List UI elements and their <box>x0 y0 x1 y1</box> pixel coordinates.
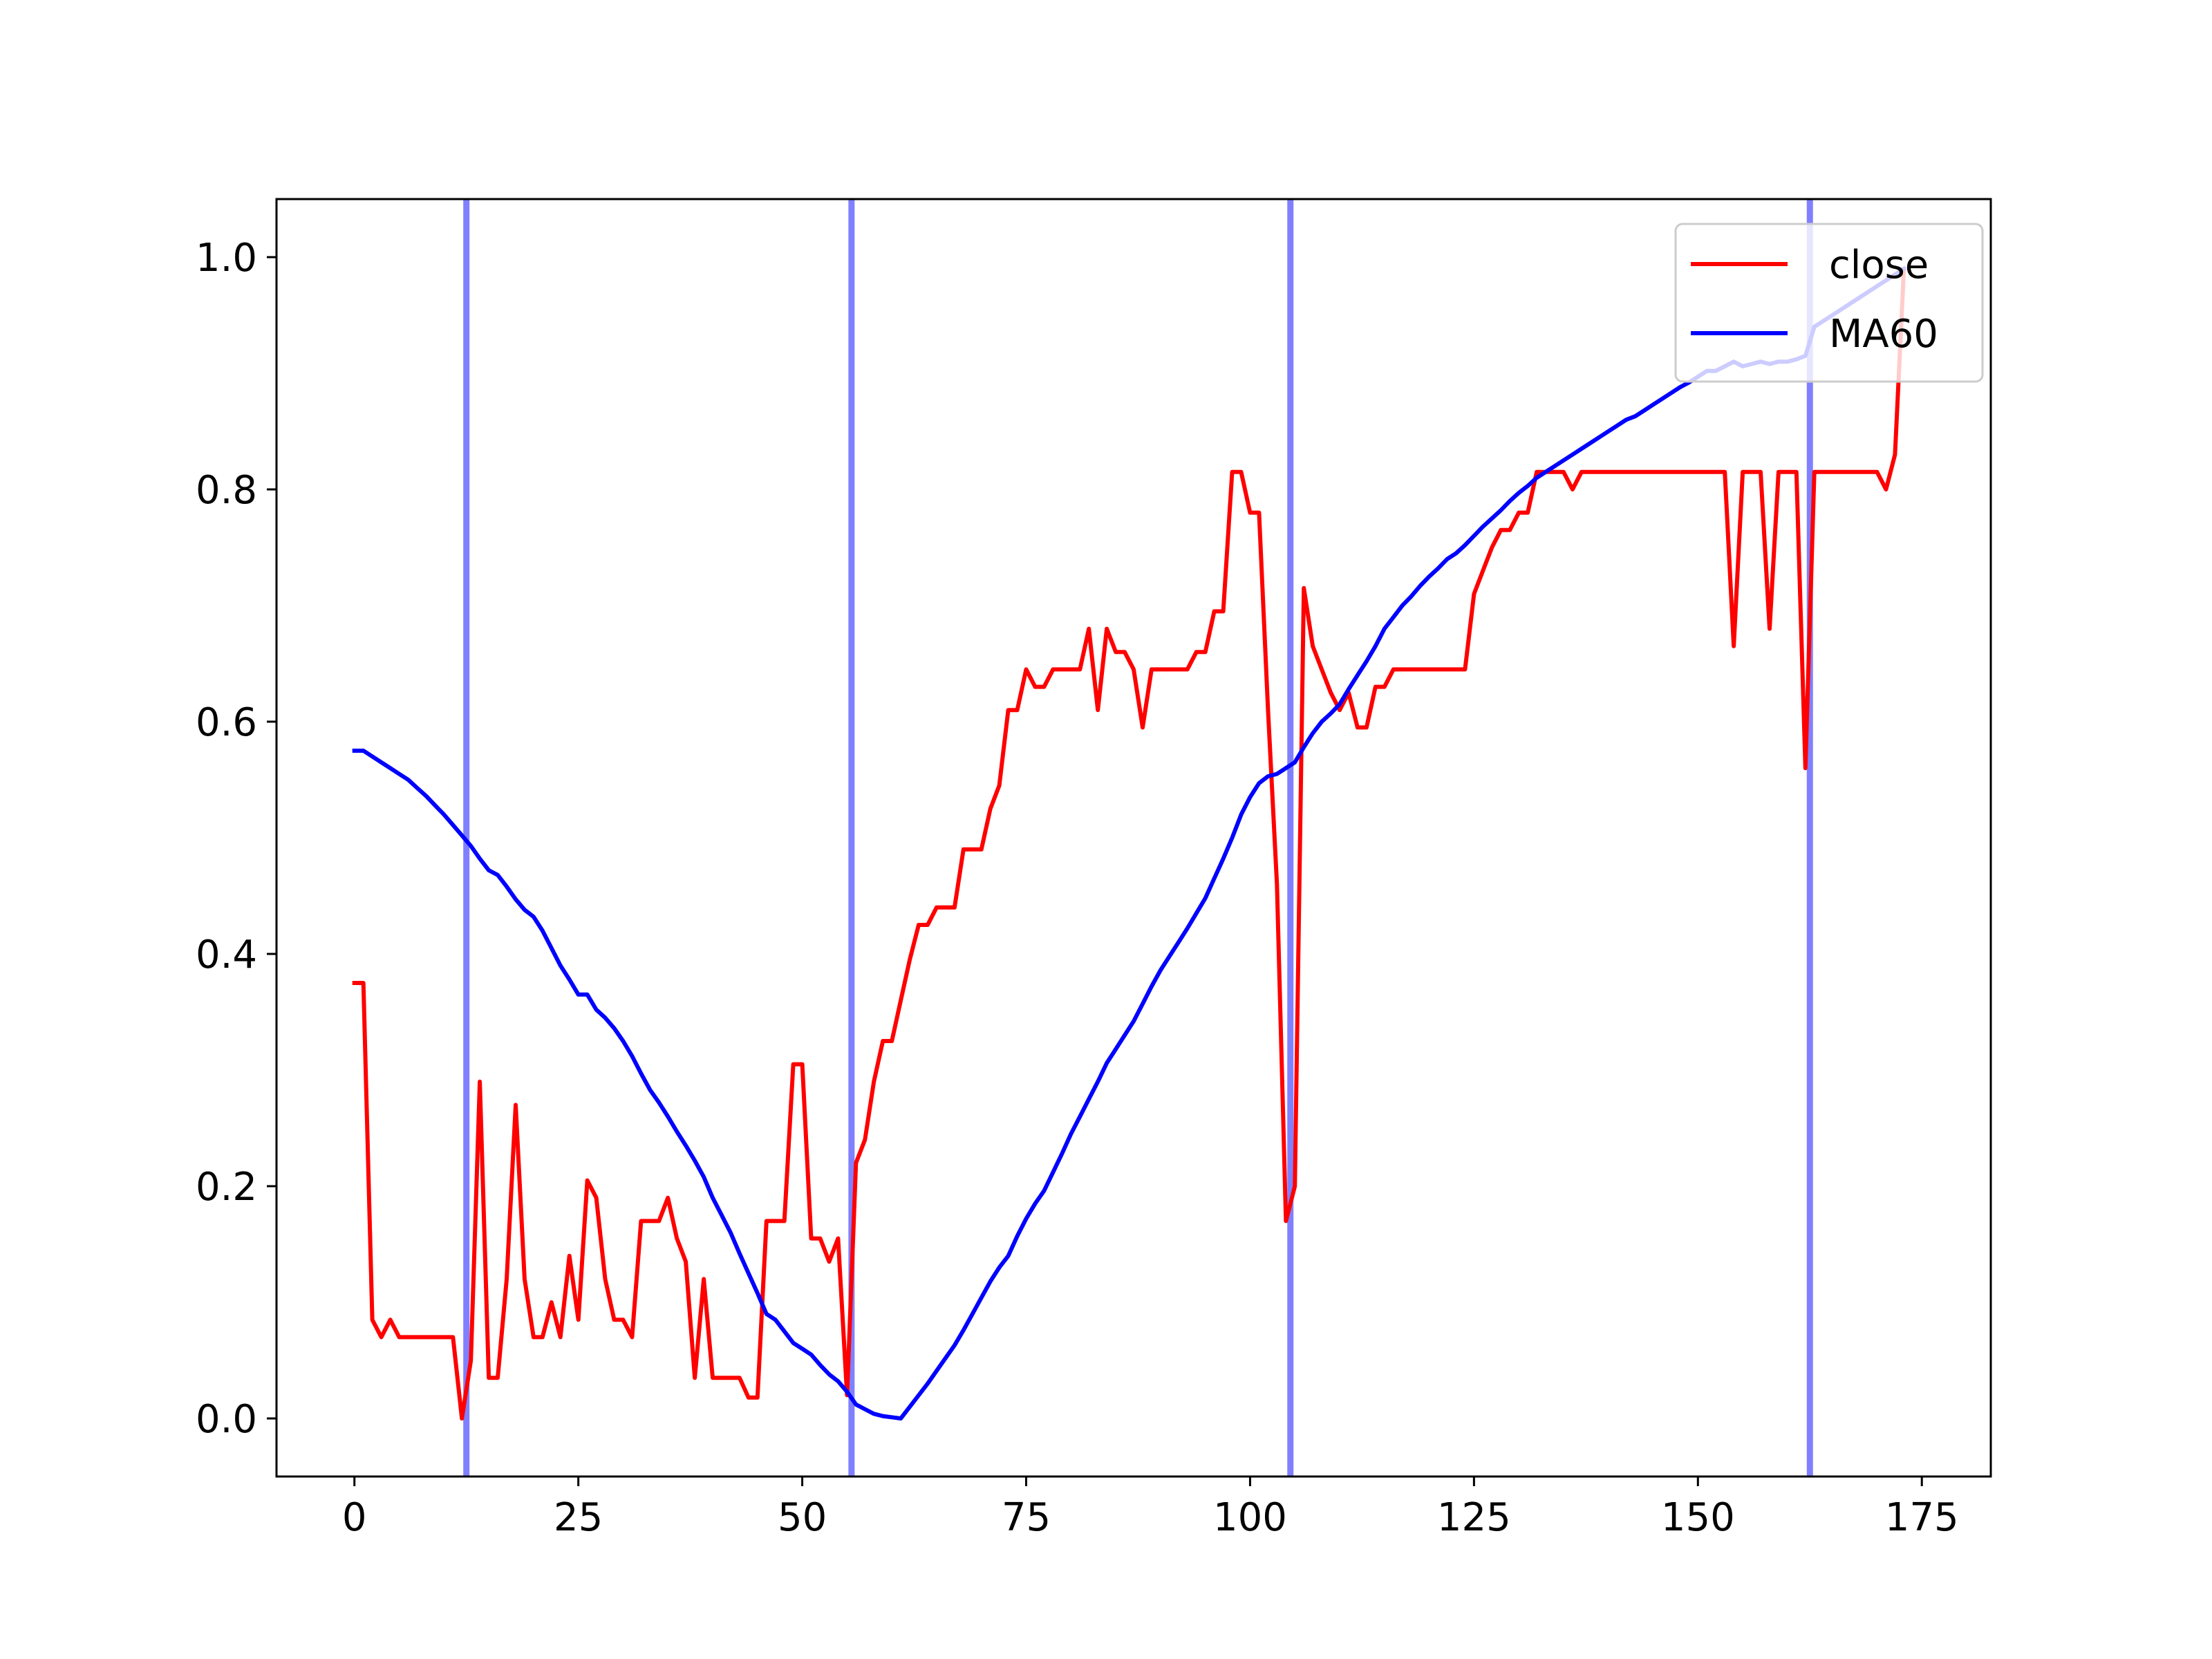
y-tick-label: 0.0 <box>196 1397 257 1442</box>
legend-label-close: close <box>1829 243 1929 288</box>
legend: close MA60 <box>1674 223 1984 383</box>
plot-area <box>276 199 1991 1477</box>
series-lines <box>352 265 1907 1421</box>
x-tick-label: 75 <box>1002 1495 1051 1540</box>
legend-label-ma60: MA60 <box>1829 312 1938 357</box>
x-tick-label: 150 <box>1661 1495 1735 1540</box>
x-axis: 0 25 50 75 100 125 150 175 <box>342 1477 1959 1540</box>
y-tick-label: 0.6 <box>196 700 257 745</box>
vertical-markers <box>463 199 1813 1477</box>
y-tick-label: 0.4 <box>196 932 257 977</box>
x-tick-label: 175 <box>1885 1495 1959 1540</box>
x-tick-label: 125 <box>1437 1495 1511 1540</box>
series-line-close <box>352 266 1906 1421</box>
y-tick-label: 0.8 <box>196 468 257 513</box>
y-tick-label: 0.2 <box>196 1165 257 1210</box>
series-line-ma60 <box>352 265 1907 1421</box>
x-tick-label: 100 <box>1213 1495 1287 1540</box>
x-tick-label: 0 <box>342 1495 367 1540</box>
y-tick-label: 1.0 <box>196 236 257 281</box>
plot-frame <box>275 198 1992 1478</box>
y-axis: 0.0 0.2 0.4 0.6 0.8 1.0 <box>196 236 276 1442</box>
x-tick-label: 50 <box>778 1495 827 1540</box>
x-tick-label: 25 <box>554 1495 603 1540</box>
